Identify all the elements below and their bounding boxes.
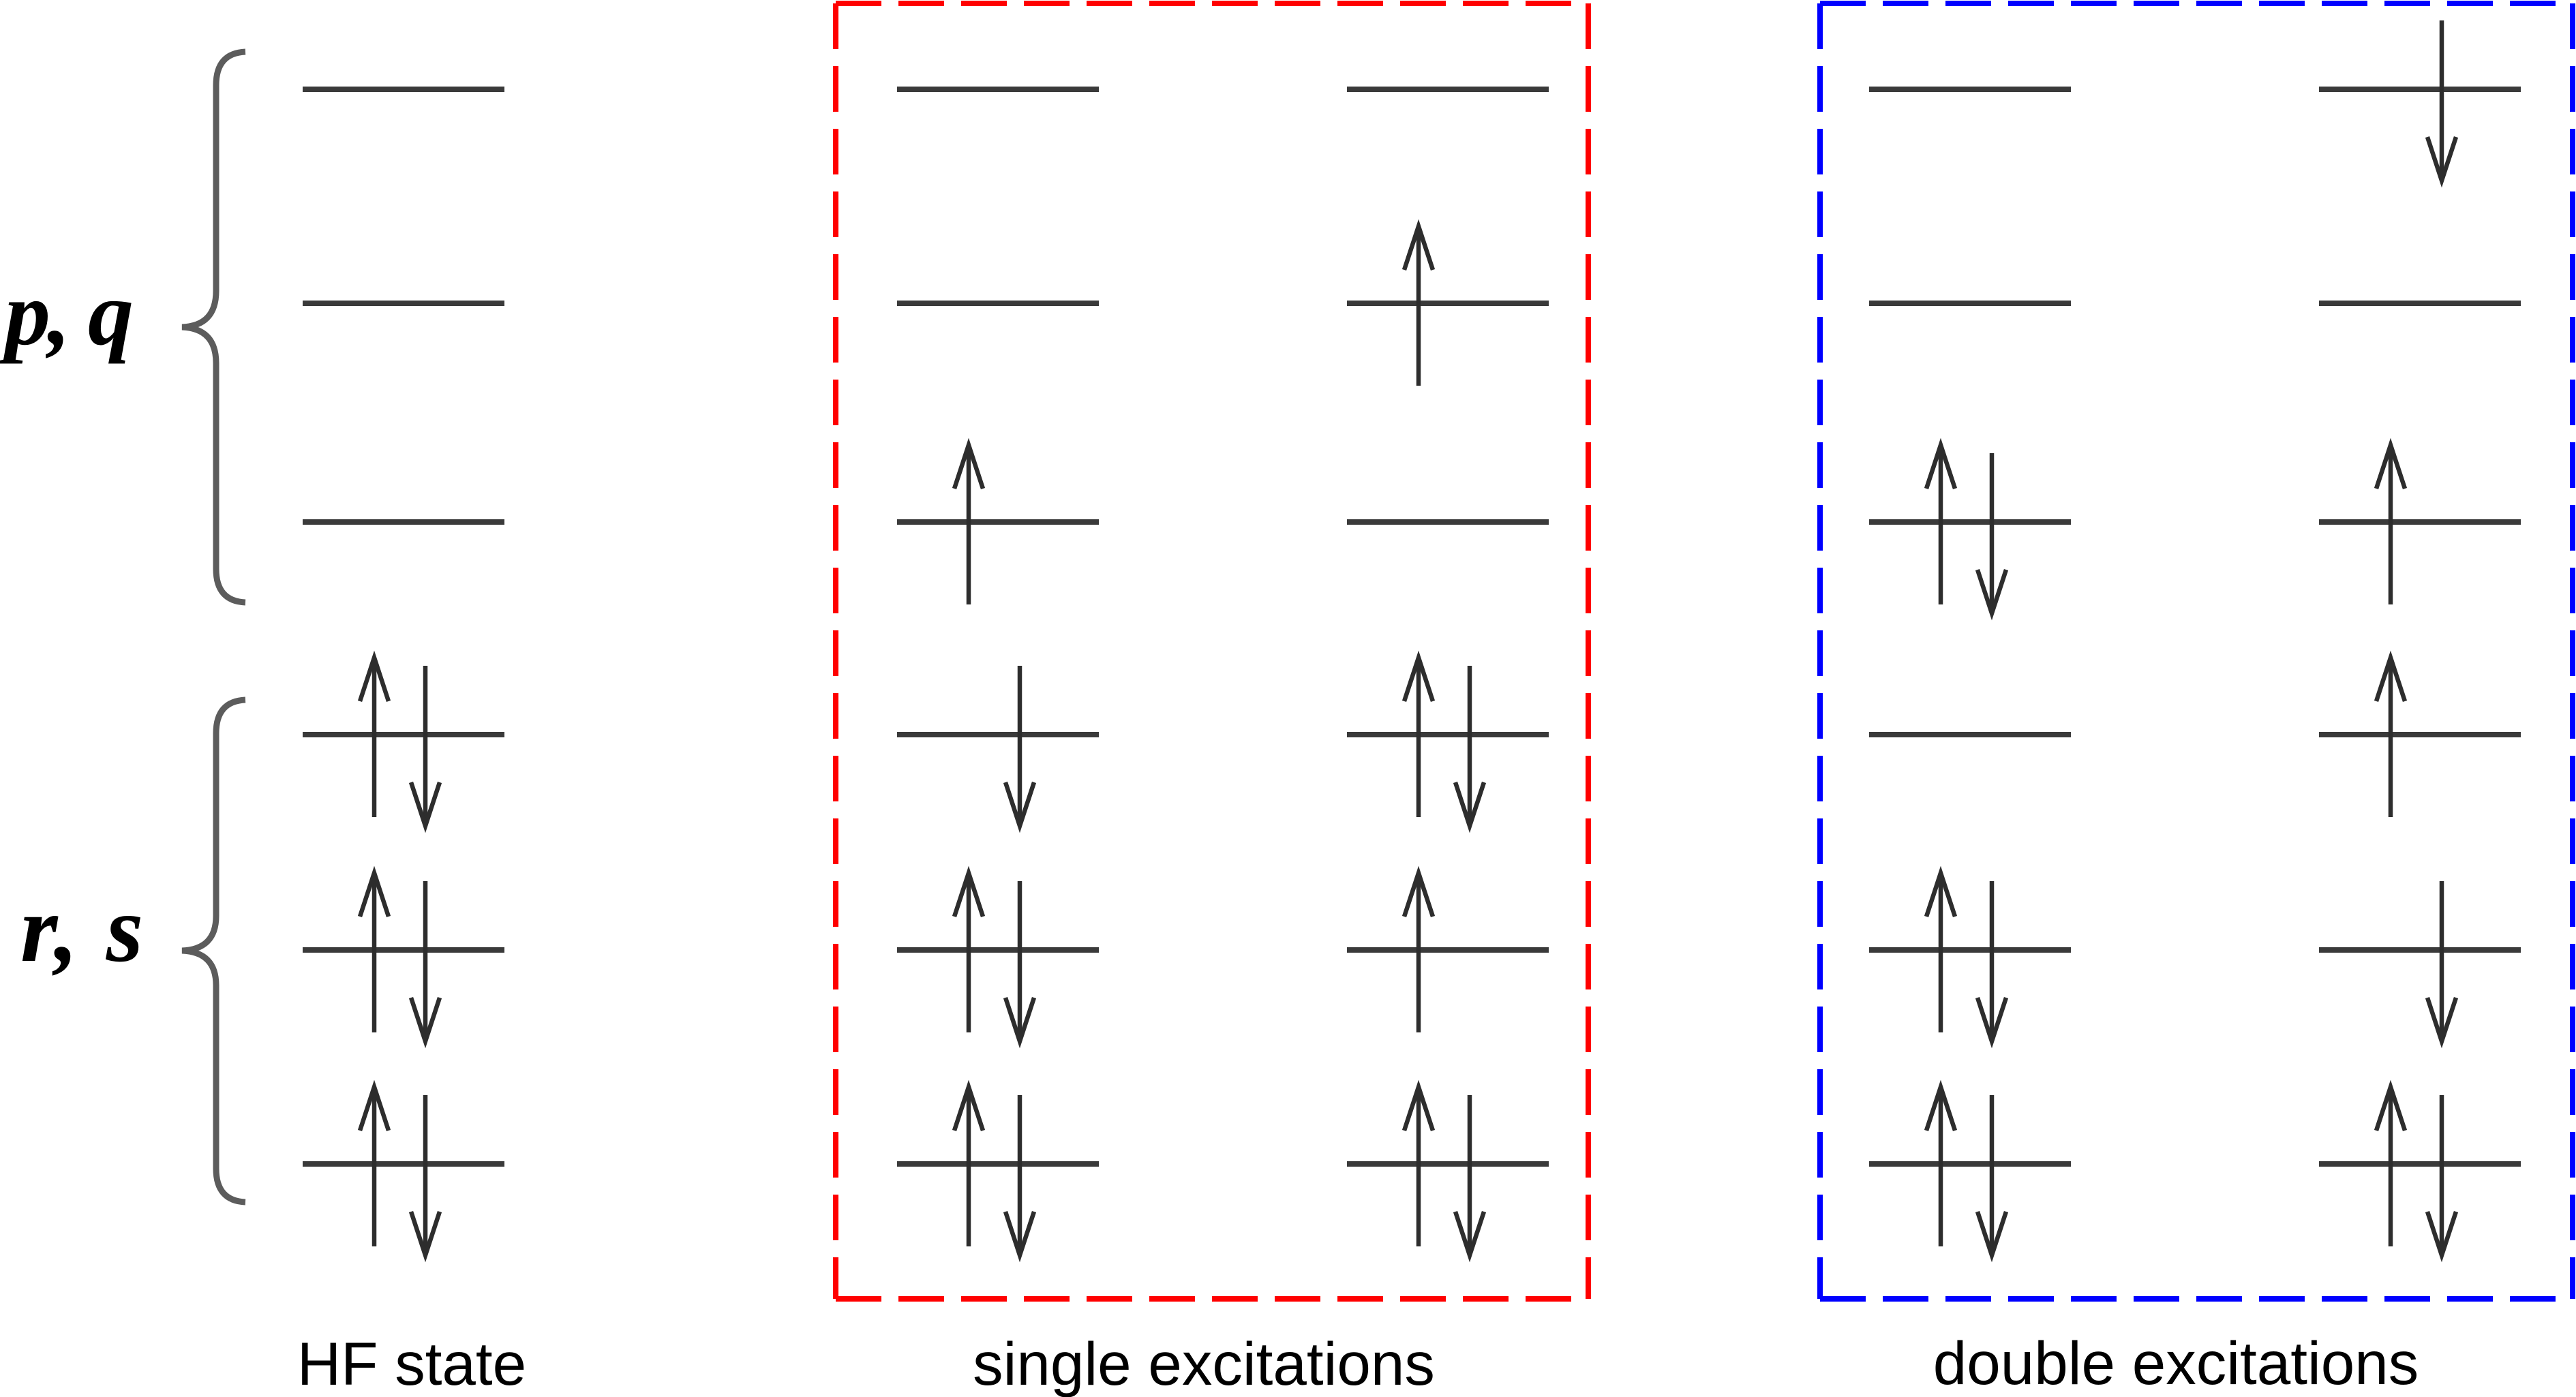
svg-text:r, s: r, s	[20, 876, 145, 982]
svg-text:p, q: p, q	[0, 263, 132, 364]
svg-text:single excitations: single excitations	[973, 1330, 1435, 1397]
svg-text:double excitations: double excitations	[1933, 1329, 2419, 1397]
svg-text:HF state: HF state	[297, 1330, 526, 1397]
